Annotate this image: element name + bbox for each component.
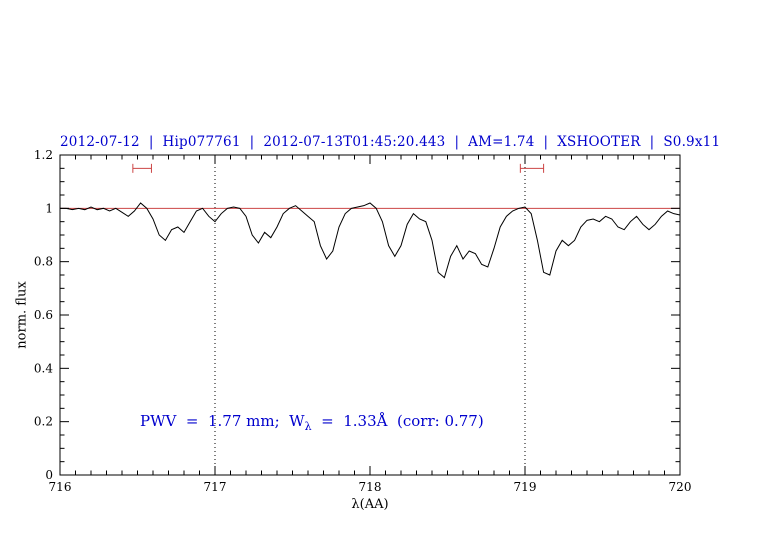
x-tick-label: 720 (669, 480, 692, 494)
x-tick-label: 719 (514, 480, 537, 494)
chart-title: 2012-07-12 | Hip077761 | 2012-07-13T01:4… (60, 134, 721, 150)
y-tick-label: 1.2 (34, 148, 53, 162)
pwv-annotation-pre: PWV = 1.77 mm; W (140, 412, 305, 430)
pwv-annotation: PWV = 1.77 mm; Wλ = 1.33Å (corr: 0.77) (140, 412, 484, 433)
x-axis-label: λ(AA) (351, 497, 389, 512)
x-tick-label: 716 (49, 480, 72, 494)
y-tick-label: 0.2 (34, 415, 53, 429)
y-tick-label: 0 (45, 468, 53, 482)
x-tick-label: 718 (359, 480, 382, 494)
y-tick-label: 1 (45, 201, 53, 215)
y-tick-label: 0.4 (34, 361, 53, 375)
y-tick-label: 0.6 (34, 308, 53, 322)
x-tick-label: 717 (204, 480, 227, 494)
spectrum-line (60, 202, 681, 279)
pwv-annotation-post: = 1.33Å (corr: 0.77) (311, 412, 484, 430)
y-tick-label: 0.8 (34, 255, 53, 269)
pwv-annotation-sub: λ (304, 420, 312, 433)
y-axis-label: norm. flux (14, 281, 30, 349)
